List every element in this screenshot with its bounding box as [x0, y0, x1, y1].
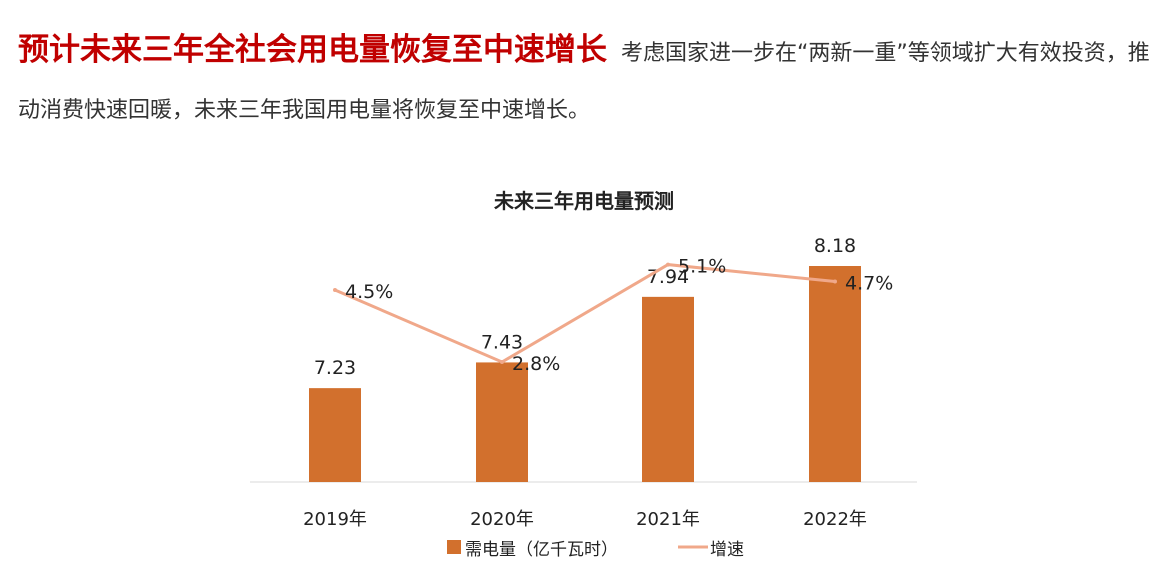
x-tick-label: 2020年 [470, 509, 534, 530]
growth-point [833, 279, 837, 284]
legend-swatch-bar [447, 540, 461, 554]
bar-2021年 [642, 296, 694, 482]
growth-label: 4.5% [345, 281, 393, 303]
x-tick-label: 2019年 [303, 509, 367, 530]
x-tick-label: 2021年 [636, 509, 700, 530]
growth-label: 4.7% [845, 273, 893, 295]
legend: 需电量（亿千瓦时） 增速 [447, 540, 744, 560]
bar-label: 7.43 [481, 331, 523, 353]
bar-2019年 [309, 388, 361, 482]
growth-label: 5.1% [678, 256, 726, 278]
bar-2020年 [476, 362, 528, 482]
page-description: 考虑国家进一步在“两新一重”等领域扩大有效投资，推动消费快速回暖，未来三年我国用… [18, 41, 1150, 123]
chart-title: 未来三年用电量预测 [494, 189, 674, 213]
bar-label: 8.18 [814, 235, 856, 257]
bar-label: 7.23 [314, 357, 356, 379]
bar-2022年 [809, 266, 861, 482]
legend-label-bar: 需电量（亿千瓦时） [465, 540, 618, 560]
growth-point [333, 288, 337, 292]
x-tick-label: 2022年 [803, 509, 867, 530]
growth-line [334, 263, 836, 364]
growth-label: 2.8% [512, 353, 560, 375]
header: 预计未来三年全社会用电量恢复至中速增长 考虑国家进一步在“两新一重”等领域扩大有效… [18, 22, 1158, 140]
growth-point [666, 262, 670, 267]
page-title: 预计未来三年全社会用电量恢复至中速增长 [18, 32, 607, 68]
growth-point [500, 359, 504, 364]
legend-label-line: 增速 [710, 540, 744, 560]
